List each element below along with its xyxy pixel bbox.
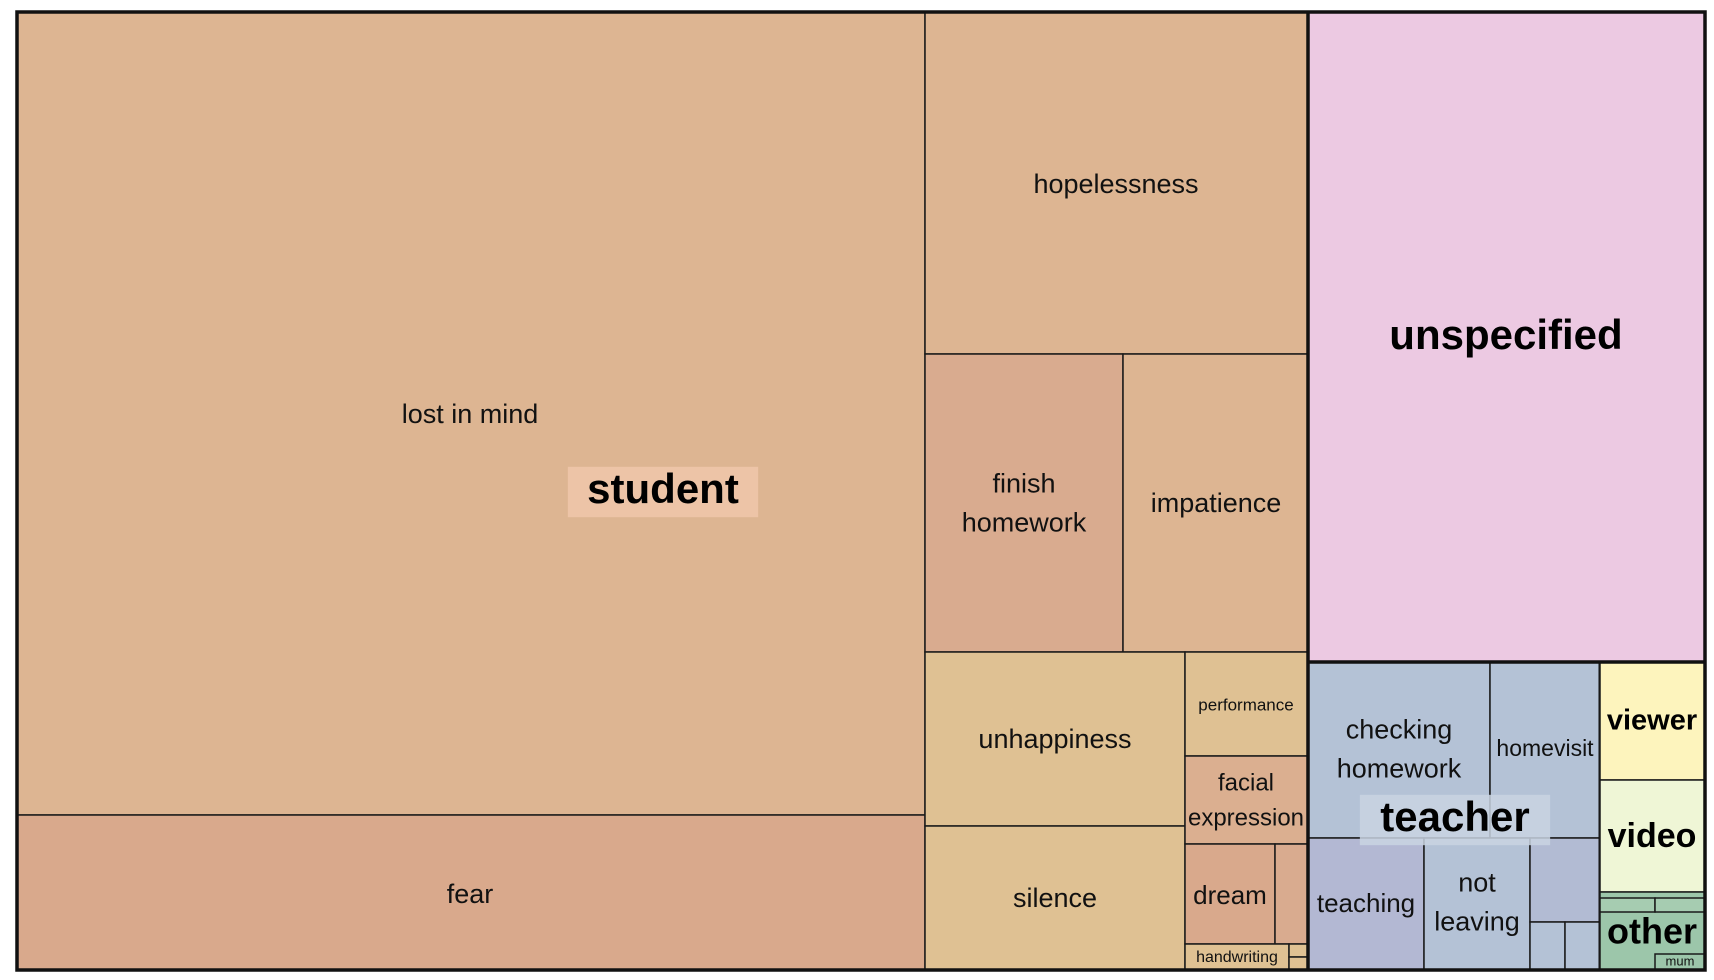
cell-label-impatience: impatience (1151, 488, 1282, 518)
treemap-cell-teacher-small-3 (1564, 921, 1601, 971)
group-label-teacher: teacher (1380, 793, 1529, 840)
cell-label-dream: dream (1193, 880, 1267, 910)
group-label-video: video (1608, 817, 1697, 855)
cell-label-homevisit: homevisit (1496, 735, 1594, 761)
cell-label-fear: fear (447, 879, 494, 909)
cell-label-hopelessness: hopelessness (1033, 169, 1198, 199)
treemap-cell-teacher-small-1 (1529, 837, 1601, 923)
treemap-cell-handwriting (1184, 943, 1290, 971)
cell-label-performance: performance (1198, 695, 1293, 714)
treemap-cell-lost-in-mind (16, 11, 926, 816)
treemap-cell-teaching (1307, 837, 1425, 971)
cell-label-silence: silence (1013, 883, 1097, 913)
cell-label-teaching: teaching (1317, 888, 1415, 918)
group-label-unspecified: unspecified (1389, 311, 1622, 358)
treemap-cell-viewer (1599, 661, 1706, 781)
cell-label-facial-expression: facial expression (1188, 770, 1304, 832)
cell-label-unhappiness: unhappiness (978, 724, 1131, 754)
treemap-cell-teacher-small-2 (1529, 921, 1566, 971)
treemap-cell-impatience (1122, 353, 1309, 653)
treemap-cell-video (1599, 779, 1706, 893)
cell-label-handwriting: handwriting (1196, 949, 1278, 966)
group-label-student-highlight (567, 466, 759, 518)
treemap-cell-performance (1184, 651, 1309, 757)
cell-label-checking-homework: checking homework (1337, 715, 1462, 784)
treemap-frame (15, 10, 1707, 972)
treemap-cell-student-tiny-1 (1288, 943, 1309, 958)
treemap-cell-student-small (1274, 843, 1309, 945)
treemap-cell-fear (16, 814, 926, 971)
treemap-cell-student-tiny-2 (1288, 956, 1309, 971)
treemap-cell-facial-expression (1184, 755, 1309, 845)
cell-label-finish-homework: finish homework (962, 469, 1087, 538)
group-label-other: other (1607, 911, 1697, 952)
treemap-cell-silence (924, 825, 1186, 971)
treemap-cell-finish-homework (924, 353, 1124, 653)
treemap-cell-unhappiness (924, 651, 1186, 827)
group-label-viewer: viewer (1607, 705, 1697, 737)
cell-label-not-leaving: not leaving (1434, 868, 1520, 937)
cell-label-lost-in-mind: lost in mind (402, 399, 539, 429)
cell-label-mum: mum (1666, 953, 1695, 968)
treemap-cell-not-leaving (1423, 837, 1531, 971)
group-label-teacher-highlight (1359, 794, 1551, 846)
group-label-student: student (587, 465, 739, 512)
treemap-cell-dream (1184, 843, 1276, 945)
treemap-cell-unspecified (1307, 11, 1706, 663)
